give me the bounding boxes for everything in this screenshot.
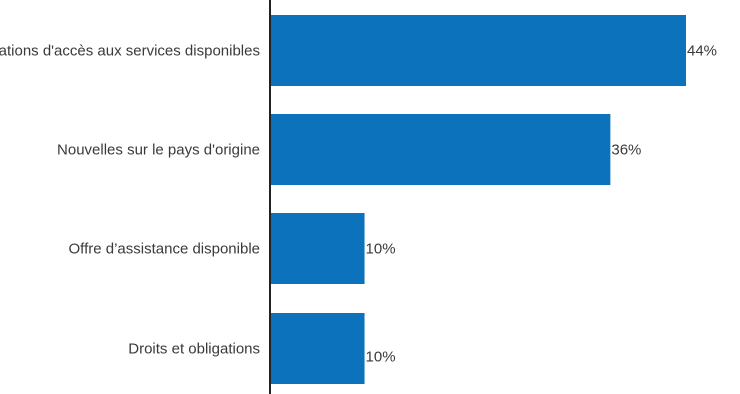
bars-group xyxy=(270,15,686,384)
value-labels-group: 44% 36% 10% 10% xyxy=(366,43,717,366)
bar-1 xyxy=(270,15,686,86)
value-label-3: 10% xyxy=(366,241,396,258)
bar-2 xyxy=(270,114,611,185)
bar-3 xyxy=(270,213,365,284)
category-label-1: Informations d'accès aux services dispon… xyxy=(0,43,260,60)
value-label-4: 10% xyxy=(366,349,396,366)
category-label-4: Droits et obligations xyxy=(128,341,260,358)
value-label-1: 44% xyxy=(687,43,717,60)
value-label-2: 36% xyxy=(611,142,641,159)
bar-4 xyxy=(270,313,365,384)
category-label-3: Offre d’assistance disponible xyxy=(69,241,261,258)
category-label-2: Nouvelles sur le pays d'origine xyxy=(57,142,260,159)
category-labels-group: Informations d'accès aux services dispon… xyxy=(0,43,260,358)
